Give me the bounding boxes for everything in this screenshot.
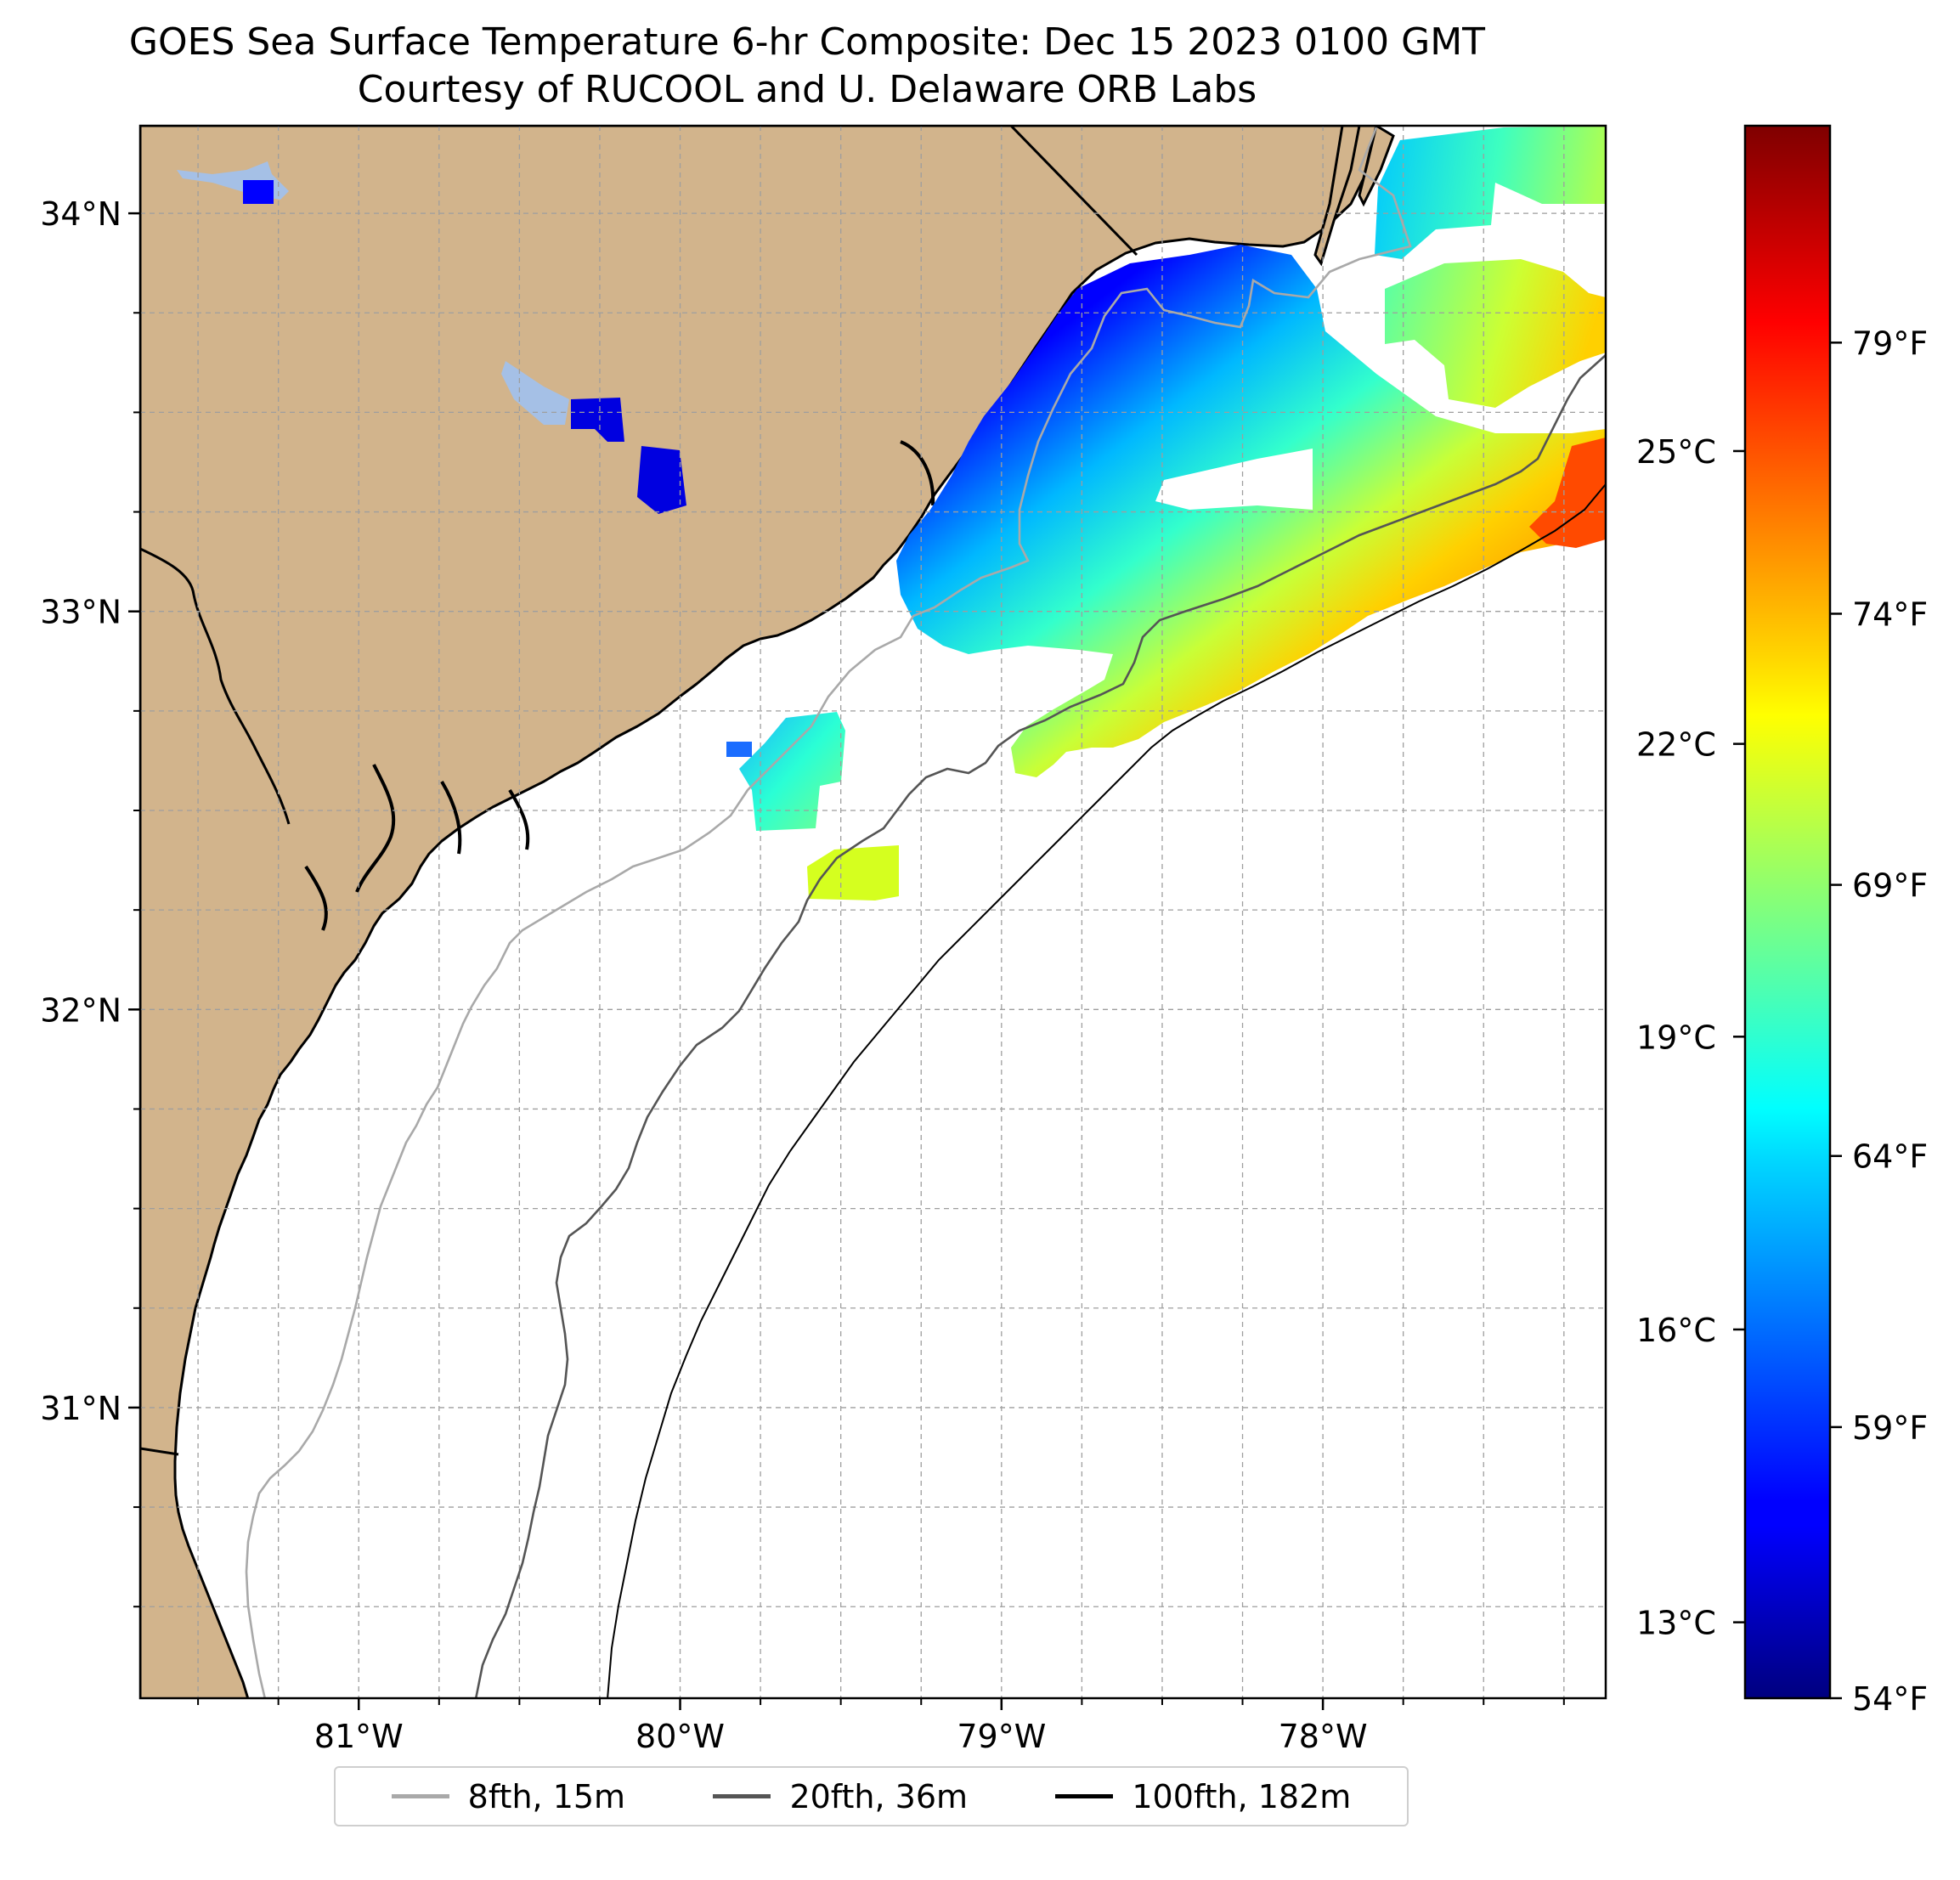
chart-title: GOES Sea Surface Temperature 6-hr Compos… [128,20,1486,64]
sst-region-patch-nearshore [739,712,845,831]
sst-cloud-gap [1155,449,1313,510]
legend-label: 100fth, 182m [1132,1777,1352,1815]
sst-region-north [1375,126,1606,259]
fahrenheit-tick-label: 64°F [1852,1138,1928,1176]
lon-tick-label: 78°W [1279,1718,1368,1755]
lat-tick-label: 31°N [40,1390,121,1427]
celsius-tick-label: 16°C [1636,1312,1716,1349]
lake-moultrie-outline [501,361,569,425]
lake-sst-patch-3 [637,446,686,514]
fahrenheit-tick-label: 54°F [1852,1680,1928,1718]
colorbar-ticks: 13°C 16°C 19°C 22°C 25°C 54°F 59°F 64°F 69°F 74°F… [1636,325,1928,1718]
legend-item: 8fth, 15m [391,1777,626,1815]
lon-tick-label: 80°W [635,1718,725,1755]
isobath-20fth [474,354,1606,1698]
lon-tick-label: 81°W [314,1718,404,1755]
lat-tick-label: 33°N [40,594,121,631]
sst-region-main [896,245,1606,777]
map-panel: 34°N 33°N 32°N 31°N 81°W 80°W 79°W 78°W [40,124,1607,1755]
colorbar-gradient [1743,124,1832,1700]
isobath-legend: 8fth, 15m 20fth, 36m 100fth, 182m [334,1766,1409,1826]
sst-region-patch-yellow [807,845,899,900]
map-frame [138,124,1607,1700]
fahrenheit-tick-label: 69°F [1852,867,1928,905]
lon-tick-label: 79°W [957,1718,1046,1755]
celsius-tick-label: 22°C [1636,726,1716,764]
fahrenheit-tick-label: 74°F [1852,596,1928,633]
celsius-tick-label: 19°C [1636,1019,1716,1056]
lake-sst-patch [243,180,274,204]
fahrenheit-tick-label: 79°F [1852,325,1928,362]
legend-line-swatch [391,1794,449,1798]
legend-item: 20fth, 36m [713,1778,968,1815]
celsius-tick-label: 13°C [1636,1605,1716,1642]
sst-region-gulfstream [1529,438,1606,548]
lat-tick-label: 32°N [40,991,121,1029]
lat-tick-label: 34°N [40,195,121,233]
sst-region-east [1385,259,1606,408]
legend-line-swatch [713,1794,771,1798]
sst-pixel-small [726,742,752,757]
map-gridlines [140,126,1606,1698]
fahrenheit-tick-label: 59°F [1852,1409,1928,1447]
legend-line-swatch [1055,1794,1114,1798]
celsius-tick-label: 25°C [1636,433,1716,471]
colorbar: 13°C 16°C 19°C 22°C 25°C 54°F 59°F 64°F 69°F 74°F… [1636,124,1928,1718]
isobath-lines [245,127,1606,1698]
chart-subtitle: Courtesy of RUCOOL and U. Delaware ORB L… [357,68,1257,111]
legend-label: 8fth, 15m [467,1777,626,1815]
map-axis-ticks: 34°N 33°N 32°N 31°N 81°W 80°W 79°W 78°W [40,195,1565,1755]
sst-data-layer [726,126,1606,900]
lake-sst-patch-2 [571,398,624,442]
legend-item: 100fth, 182m [1055,1778,1351,1815]
isobath-8fth [245,127,1412,1698]
isobath-100fth [607,483,1606,1698]
legend-label: 20fth, 36m [789,1777,969,1815]
